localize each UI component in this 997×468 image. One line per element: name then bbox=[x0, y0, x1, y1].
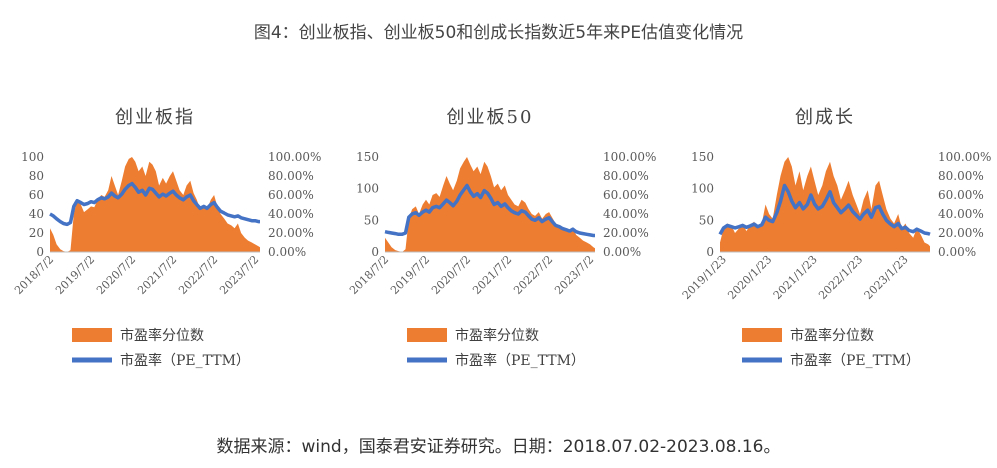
y-left-tick-label: 40 bbox=[29, 207, 44, 221]
legend-label: 市盈率分位数 bbox=[790, 327, 874, 344]
x-tick-label: 2018/7/2 bbox=[347, 253, 391, 297]
legend-swatch-percentile bbox=[72, 328, 112, 342]
series-area-percentile bbox=[50, 157, 260, 252]
chart-panel-chinext-growth: 创成长 0 50 100 150 0.00% 20.00% 40.00% 60.00% 80.00… bbox=[680, 95, 997, 395]
y-right-tick-label: 60.00% bbox=[938, 188, 984, 202]
x-tick-label: 2022/7/2 bbox=[176, 253, 220, 297]
x-tick-label: 2021/7/2 bbox=[135, 253, 179, 297]
chart-title: 创成长 bbox=[795, 107, 855, 128]
y-right-tick-label: 60.00% bbox=[603, 188, 649, 202]
figure-title: 图4：创业板指、创业板50和创成长指数近5年来PE估值变化情况 bbox=[253, 23, 744, 43]
y-right-tick-label: 40.00% bbox=[603, 207, 649, 221]
y-right-tick-label: 60.00% bbox=[268, 188, 314, 202]
series-line-pe-ttm bbox=[718, 183, 931, 236]
y-left-tick-label: 100 bbox=[21, 150, 44, 164]
x-tick-label: 2023/7/2 bbox=[217, 253, 261, 297]
y-right-tick-label: 40.00% bbox=[938, 207, 984, 221]
y-right-tick-label: 0.00% bbox=[938, 245, 976, 259]
y-right-tick-label: 20.00% bbox=[603, 226, 649, 240]
x-tick-label: 2021/7/2 bbox=[470, 253, 514, 297]
x-tick-label: 2022/7/2 bbox=[511, 253, 555, 297]
y-left-tick-label: 50 bbox=[699, 213, 714, 227]
legend-swatch-percentile bbox=[742, 328, 782, 342]
legend-label: 市盈率（PE_TTM） bbox=[455, 352, 585, 369]
x-tick-label: 2020/7/2 bbox=[429, 253, 473, 297]
y-left-tick-label: 0 bbox=[706, 245, 714, 259]
y-right-tick-label: 40.00% bbox=[268, 207, 314, 221]
y-right-tick-label: 0.00% bbox=[268, 245, 306, 259]
series-line-pe-ttm bbox=[49, 181, 261, 227]
y-right-tick-label: 80.00% bbox=[603, 169, 649, 183]
series-line-pe-ttm bbox=[384, 183, 596, 238]
legend-label: 市盈率分位数 bbox=[455, 327, 539, 344]
y-right-tick-label: 0.00% bbox=[603, 245, 641, 259]
legend-label: 市盈率（PE_TTM） bbox=[790, 352, 920, 369]
chart-svg-chinext-growth: 创成长 0 50 100 150 0.00% 20.00% 40.00% 60.00% 80.00… bbox=[680, 107, 992, 369]
x-tick-label: 2019/1/23 bbox=[680, 253, 729, 302]
x-tick-label: 2018/7/2 bbox=[12, 253, 56, 297]
y-left-tick-label: 150 bbox=[691, 150, 714, 164]
source-note: 数据来源：wind，国泰君安证券研究。日期：2018.07.02-2023.08… bbox=[216, 437, 781, 457]
y-left-tick-label: 50 bbox=[364, 213, 379, 227]
y-right-tick-label: 80.00% bbox=[938, 169, 984, 183]
y-left-tick-label: 0 bbox=[36, 245, 44, 259]
series-area-percentile bbox=[385, 157, 595, 252]
y-left-tick-label: 0 bbox=[371, 245, 379, 259]
y-right-tick-label: 20.00% bbox=[268, 226, 314, 240]
x-tick-label: 2023/7/2 bbox=[552, 253, 596, 297]
legend-swatch-percentile bbox=[407, 328, 447, 342]
x-tick-label: 2020/7/2 bbox=[94, 253, 138, 297]
legend-label: 市盈率（PE_TTM） bbox=[120, 352, 250, 369]
y-right-tick-label: 80.00% bbox=[268, 169, 314, 183]
y-left-tick-label: 150 bbox=[356, 150, 379, 164]
y-right-tick-label: 100.00% bbox=[268, 150, 321, 164]
y-left-tick-label: 100 bbox=[356, 182, 379, 196]
x-tick-label: 2019/7/2 bbox=[53, 253, 97, 297]
y-right-tick-label: 100.00% bbox=[938, 150, 991, 164]
y-left-tick-label: 20 bbox=[29, 226, 44, 240]
legend-label: 市盈率分位数 bbox=[120, 327, 204, 344]
x-tick-label: 2023/1/23 bbox=[862, 253, 911, 302]
x-tick-label: 2020/1/23 bbox=[725, 253, 774, 302]
y-left-tick-label: 80 bbox=[29, 169, 44, 183]
y-left-tick-label: 60 bbox=[29, 188, 44, 202]
chart-title: 创业板指 bbox=[115, 107, 195, 128]
chart-svg-chinext-50: 创业板50 0 50 100 150 0.00% 20.00% 40.00% 60.00% 80.… bbox=[347, 107, 656, 369]
x-tick-label: 2019/7/2 bbox=[388, 253, 432, 297]
y-left-tick-label: 100 bbox=[691, 182, 714, 196]
x-tick-label: 2022/1/23 bbox=[816, 253, 865, 302]
x-tick-label: 2021/1/23 bbox=[771, 253, 820, 302]
chart-panel-chinext-50: 创业板50 0 50 100 150 0.00% 20.00% 40.00% 60.00% 80.… bbox=[345, 95, 665, 395]
chart-title: 创业板50 bbox=[447, 107, 534, 128]
chart-panel-chinext-index: 创业板指 0 20 40 60 80 100 0.00% 20.00% 40.00% 60.00% 8… bbox=[10, 95, 330, 395]
y-right-tick-label: 20.00% bbox=[938, 226, 984, 240]
y-right-tick-label: 100.00% bbox=[603, 150, 656, 164]
chart-svg-chinext-index: 创业板指 0 20 40 60 80 100 0.00% 20.00% 40.00% 60.00% 8… bbox=[12, 107, 321, 369]
